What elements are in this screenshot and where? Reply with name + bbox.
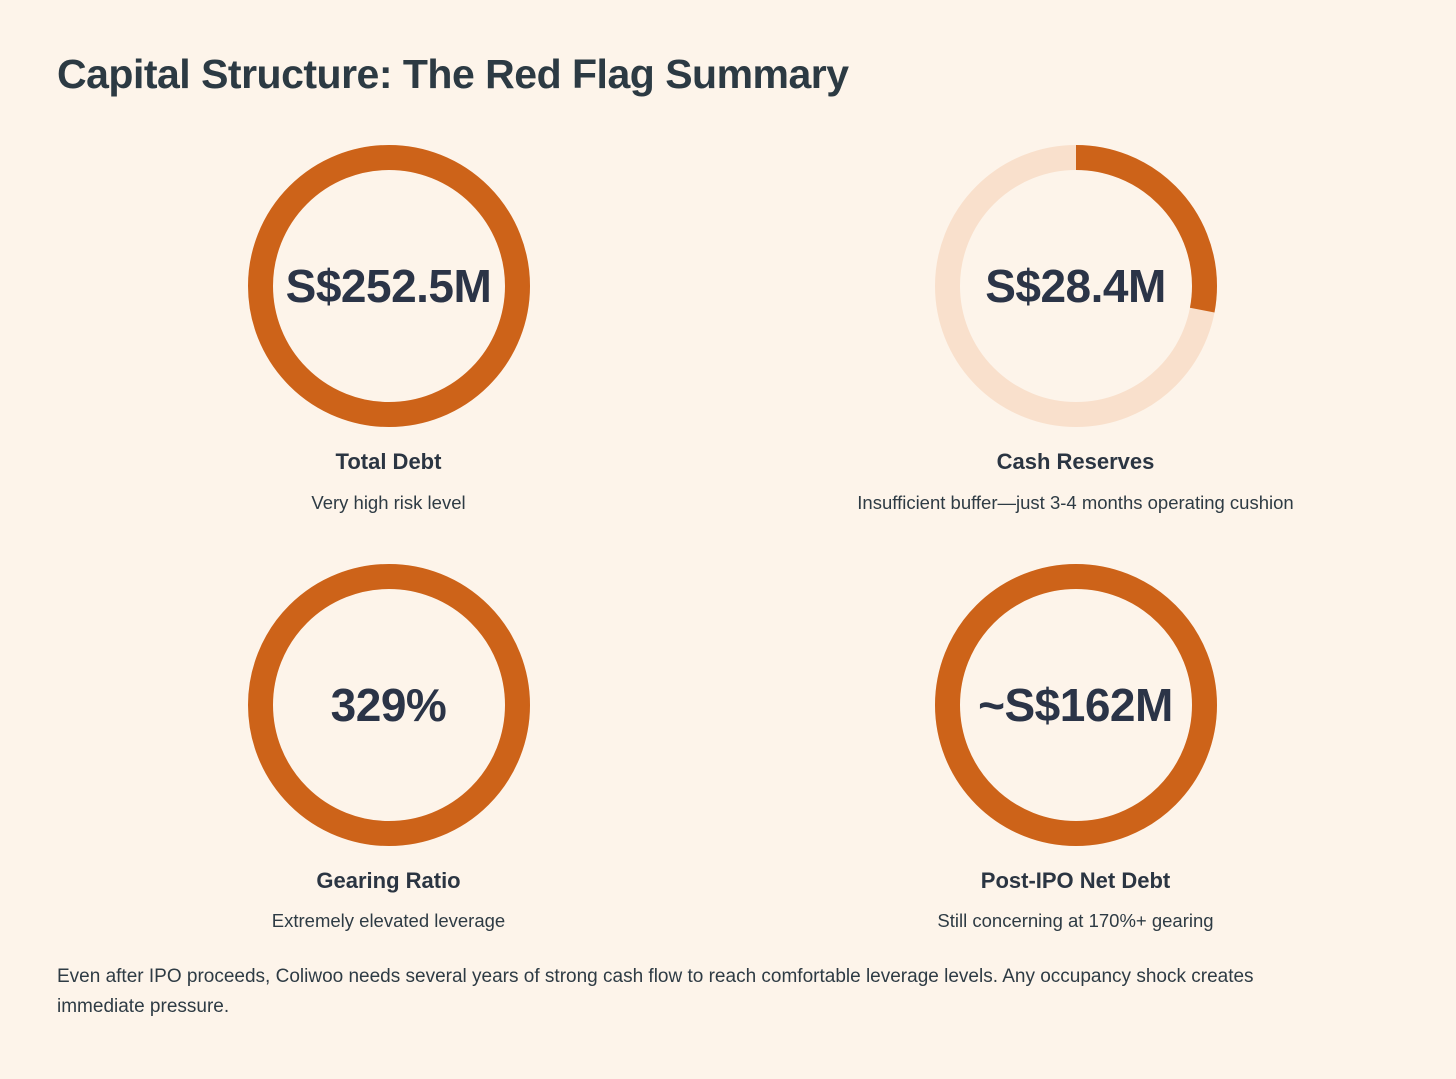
donut-total-debt: S$252.5M	[247, 145, 530, 428]
gauge-value: S$28.4M	[985, 260, 1166, 313]
donut-chart-icon	[934, 145, 1217, 428]
donut-post-ipo-net-debt: ~S$162M	[934, 563, 1217, 846]
footer-line: immediate pressure.	[57, 996, 230, 1018]
gauge-value: ~S$162M	[978, 678, 1173, 731]
donut-chart-icon	[247, 145, 530, 428]
gauge-value: 329%	[330, 678, 447, 731]
gauge-sublabel: Still concerning at 170%+ gearing	[937, 910, 1214, 932]
donut-chart-icon	[247, 563, 530, 846]
gauge-label: Total Debt	[335, 449, 442, 475]
footer-line: Even after IPO proceeds, Coliwoo needs s…	[57, 966, 1254, 988]
gauge-value: S$252.5M	[285, 260, 492, 313]
gauge-card-post-ipo-net-debt: ~S$162M Post-IPO Net Debt Still concerni…	[732, 563, 1419, 933]
gauge-card-gearing-ratio: 329% Gearing Ratio Extremely elevated le…	[45, 563, 732, 933]
page-title: Capital Structure: The Red Flag Summary	[57, 51, 849, 97]
gauge-sublabel: Very high risk level	[311, 491, 466, 513]
gauge-card-cash-reserves: S$28.4M Cash Reserves Insufficient buffe…	[732, 145, 1419, 514]
gauge-label: Gearing Ratio	[316, 867, 461, 893]
donut-cash-reserves: S$28.4M	[934, 145, 1217, 428]
gauge-sublabel: Extremely elevated leverage	[271, 910, 506, 932]
donut-gearing-ratio: 329%	[247, 563, 530, 846]
donut-chart-icon	[934, 563, 1217, 846]
footer-note: Even after IPO proceeds, Coliwoo needs s…	[57, 962, 1347, 1022]
gauge-grid: S$252.5M Total Debt Very high risk level…	[45, 145, 1456, 932]
gauge-card-total-debt: S$252.5M Total Debt Very high risk level	[45, 145, 732, 514]
gauge-label: Post-IPO Net Debt	[980, 867, 1171, 893]
gauge-sublabel: Insufficient buffer—just 3-4 months oper…	[857, 491, 1294, 513]
gauge-label: Cash Reserves	[996, 449, 1155, 475]
